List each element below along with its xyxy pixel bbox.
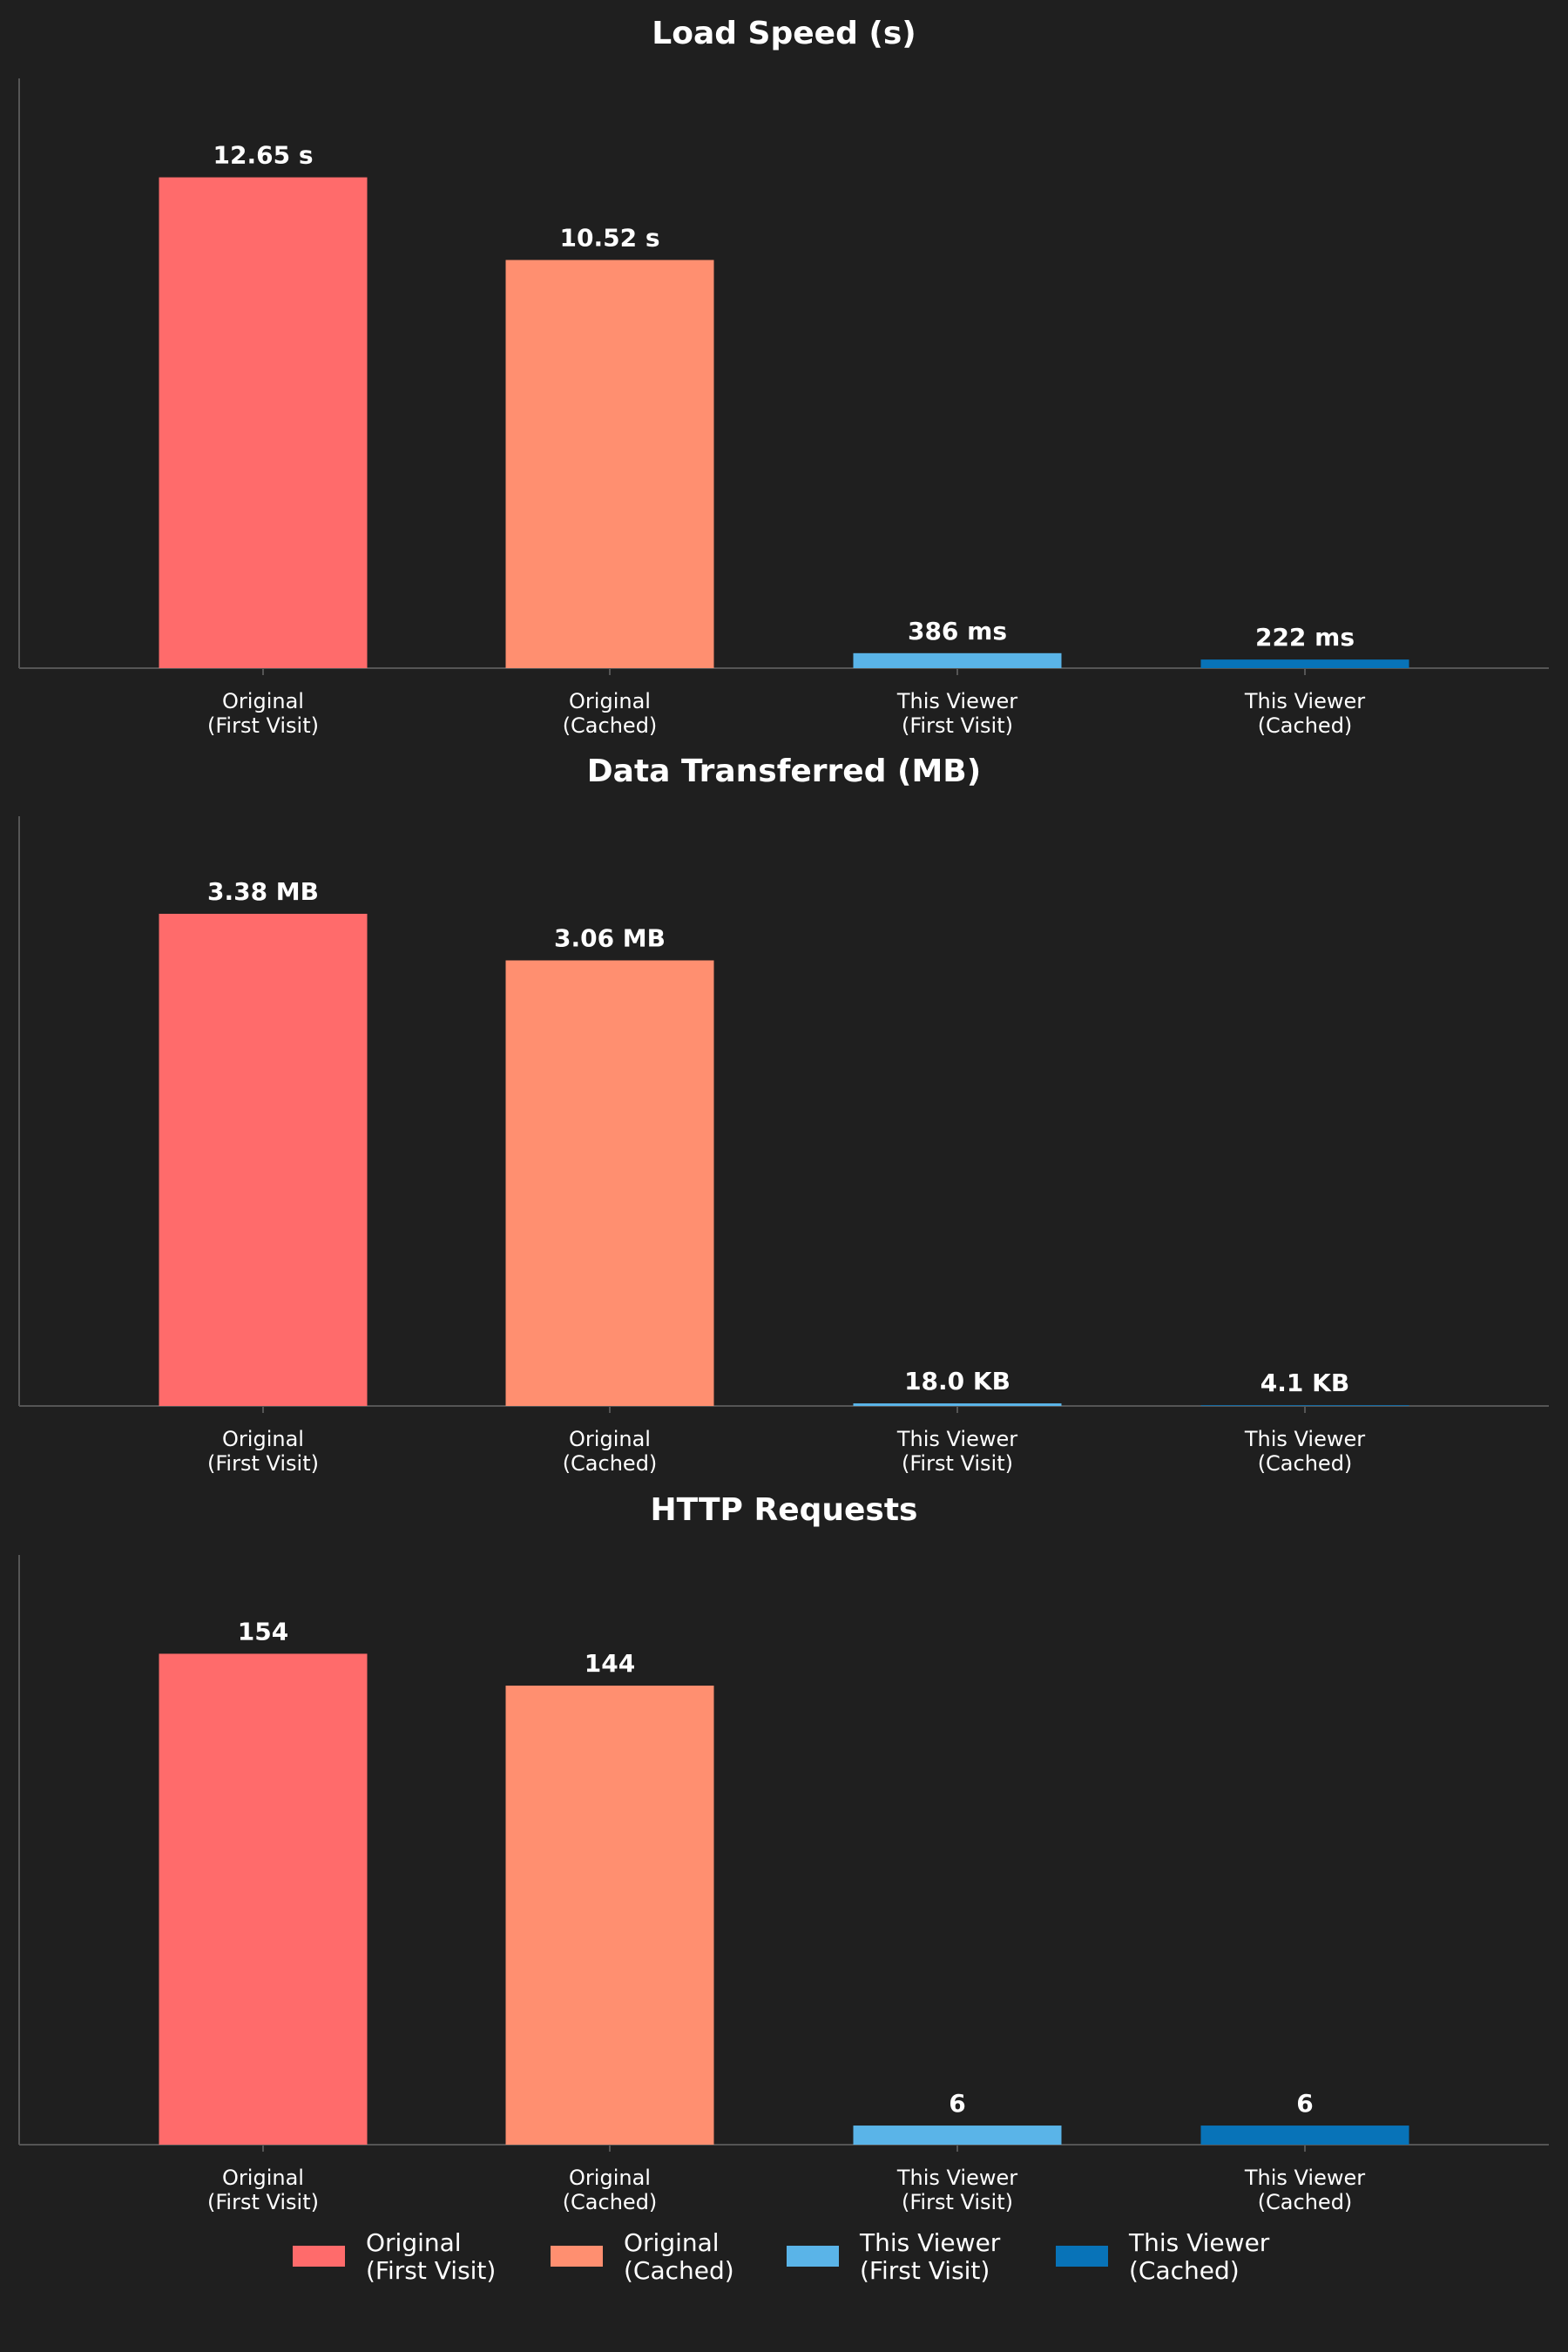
legend-item: This Viewer (Cached) xyxy=(1056,2228,1270,2285)
legend-label: Original (Cached) xyxy=(624,2228,734,2285)
legend-label: This Viewer (First Visit) xyxy=(859,2228,1001,2285)
legend-swatch xyxy=(551,2246,603,2267)
bar-value-label: 386 ms xyxy=(908,617,1007,645)
bar-value-label: 222 ms xyxy=(1255,623,1355,652)
legend-label: This Viewer (Cached) xyxy=(1128,2228,1270,2285)
x-tick-label: This Viewer (First Visit) xyxy=(896,1427,1017,1476)
bar xyxy=(1200,659,1409,668)
legend-swatch xyxy=(787,2246,839,2267)
x-tick-label: This Viewer (Cached) xyxy=(1244,689,1365,738)
bar-value-label: 18.0 KB xyxy=(904,1367,1010,1396)
chart-title: Load Speed (s) xyxy=(652,16,916,51)
chart-title: Data Transferred (MB) xyxy=(587,754,981,789)
bar-value-label: 3.38 MB xyxy=(207,877,319,906)
legend-swatch xyxy=(293,2246,345,2267)
x-tick-label: Original (First Visit) xyxy=(207,689,319,738)
bar-value-label: 154 xyxy=(238,1617,288,1646)
x-tick-label: Original (Cached) xyxy=(563,689,658,738)
bar-value-label: 4.1 KB xyxy=(1260,1369,1349,1397)
bar xyxy=(505,1686,714,2145)
chart-panel-2: Data Transferred (MB) 3.38 MB Original (Fir… xyxy=(18,754,1549,1476)
bar-value-label: 6 xyxy=(1296,2089,1313,2118)
bar-value-label: 144 xyxy=(585,1649,635,1678)
bar xyxy=(159,913,368,1406)
bar xyxy=(853,1402,1062,1406)
chart-panel-3: HTTP Requests 154 Original (First Visit) 144… xyxy=(18,1492,1549,2214)
x-tick-label: This Viewer (First Visit) xyxy=(896,689,1017,738)
chart-panel-1: Load Speed (s) 12.65 s Original (First Visi… xyxy=(18,16,1549,738)
bar xyxy=(853,652,1062,668)
chart-title: HTTP Requests xyxy=(650,1492,917,1528)
bar-value-label: 3.06 MB xyxy=(554,923,666,952)
legend-label: Original (First Visit) xyxy=(366,2228,496,2285)
bar xyxy=(853,2126,1062,2145)
x-tick-label: This Viewer (First Visit) xyxy=(896,2166,1017,2214)
bar xyxy=(1200,1405,1409,1406)
bar-value-label: 6 xyxy=(949,2089,965,2118)
x-tick-label: This Viewer (Cached) xyxy=(1244,1427,1365,1476)
bar-value-label: 12.65 s xyxy=(213,141,314,170)
x-tick-label: Original (First Visit) xyxy=(207,1427,319,1476)
bar-value-label: 10.52 s xyxy=(560,223,660,252)
bar xyxy=(1200,2126,1409,2145)
bar xyxy=(159,1653,368,2145)
x-tick-label: Original (Cached) xyxy=(563,2166,658,2214)
legend-item: Original (Cached) xyxy=(551,2228,734,2285)
legend: Original (First Visit) Original (Cached) Thi… xyxy=(293,2228,1270,2285)
legend-item: This Viewer (First Visit) xyxy=(787,2228,1001,2285)
bar xyxy=(505,260,714,668)
legend-swatch xyxy=(1056,2246,1108,2267)
x-tick-label: Original (First Visit) xyxy=(207,2166,319,2214)
legend-item: Original (First Visit) xyxy=(293,2228,496,2285)
bar xyxy=(159,177,368,668)
bar xyxy=(505,960,714,1406)
x-tick-label: Original (Cached) xyxy=(563,1427,658,1476)
x-tick-label: This Viewer (Cached) xyxy=(1244,2166,1365,2214)
